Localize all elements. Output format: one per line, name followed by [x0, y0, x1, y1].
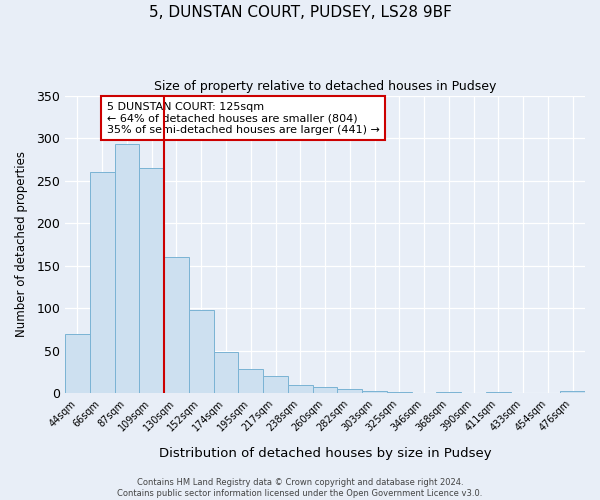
Bar — [436, 392, 461, 394]
Bar — [90, 172, 115, 394]
Bar — [313, 386, 337, 394]
Bar — [263, 376, 288, 394]
Bar — [560, 391, 585, 394]
Y-axis label: Number of detached properties: Number of detached properties — [15, 152, 28, 338]
Bar — [214, 352, 238, 394]
Bar — [486, 392, 511, 394]
Text: 5, DUNSTAN COURT, PUDSEY, LS28 9BF: 5, DUNSTAN COURT, PUDSEY, LS28 9BF — [149, 5, 451, 20]
Text: 5 DUNSTAN COURT: 125sqm
← 64% of detached houses are smaller (804)
35% of semi-d: 5 DUNSTAN COURT: 125sqm ← 64% of detache… — [107, 102, 380, 134]
Bar — [238, 368, 263, 394]
Bar — [115, 144, 139, 394]
Bar — [65, 334, 90, 394]
Bar — [362, 391, 387, 394]
Bar — [337, 389, 362, 394]
Bar — [189, 310, 214, 394]
Bar — [387, 392, 412, 394]
X-axis label: Distribution of detached houses by size in Pudsey: Distribution of detached houses by size … — [159, 447, 491, 460]
Bar — [164, 257, 189, 394]
Text: Contains HM Land Registry data © Crown copyright and database right 2024.
Contai: Contains HM Land Registry data © Crown c… — [118, 478, 482, 498]
Title: Size of property relative to detached houses in Pudsey: Size of property relative to detached ho… — [154, 80, 496, 93]
Bar — [139, 168, 164, 394]
Bar — [288, 385, 313, 394]
